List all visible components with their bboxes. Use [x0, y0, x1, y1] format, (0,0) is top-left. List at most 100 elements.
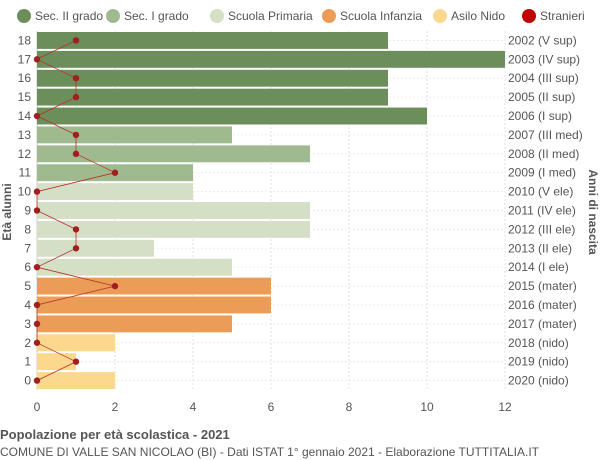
birth-year-tick-label: 2009 (I med) [508, 166, 576, 180]
bar-age-18 [37, 32, 388, 49]
x-tick-label: 2 [112, 400, 119, 414]
birth-year-tick-label: 2015 (mater) [508, 279, 577, 293]
stranieri-point-6 [33, 263, 41, 271]
y-axis-title-right: Anni di nascita [586, 169, 600, 255]
birth-year-tick-label: 2020 (nido) [508, 374, 569, 388]
age-tick-label: 17 [18, 52, 32, 66]
bar-age-8 [37, 220, 310, 238]
birth-year-tick-label: 2014 (I ele) [508, 260, 569, 274]
bar-age-7 [37, 239, 154, 257]
age-tick-label: 9 [24, 204, 31, 218]
stranieri-point-0 [33, 377, 41, 384]
age-tick-label: 4 [24, 298, 31, 312]
bar-age-5 [37, 277, 271, 295]
chart-subtitle: COMUNE DI VALLE SAN NICOLAO (BI) - Dati … [0, 445, 540, 459]
bar-age-9 [37, 202, 310, 219]
x-tick-label: 8 [346, 400, 353, 414]
legend-marker [522, 9, 536, 23]
stranieri-point-3 [33, 320, 41, 328]
legend-marker [433, 9, 447, 23]
x-tick-label: 10 [420, 400, 434, 414]
birth-year-tick-label: 2018 (nido) [508, 336, 569, 350]
bar-age-6 [37, 258, 232, 276]
age-tick-label: 7 [24, 241, 31, 255]
stranieri-series [33, 37, 119, 384]
stranieri-point-14 [33, 112, 41, 120]
age-tick-label: 8 [24, 222, 31, 236]
birth-year-tick-label: 2007 (III med) [508, 128, 583, 142]
bar-age-3 [37, 315, 232, 333]
stranieri-point-11 [111, 169, 119, 176]
stranieri-point-1 [72, 358, 80, 365]
y-axis-title-left: Età alunni [0, 183, 14, 240]
bar-age-12 [37, 145, 310, 163]
stranieri-point-9 [33, 207, 41, 214]
birth-year-tick-label: 2013 (II ele) [508, 241, 572, 255]
stranieri-point-15 [72, 93, 80, 101]
legend-label: Scuola Primaria [228, 9, 313, 23]
stranieri-point-2 [33, 339, 41, 346]
birth-year-tick-label: 2008 (II med) [508, 147, 579, 161]
bar-age-16 [37, 69, 388, 87]
birth-year-tick-label: 2005 (II sup) [508, 90, 575, 104]
bar-age-14 [37, 107, 427, 125]
chart-title: Popolazione per età scolastica - 2021 [0, 427, 230, 442]
bar-age-4 [37, 296, 271, 314]
age-tick-label: 12 [18, 147, 32, 161]
legend-label: Sec. II grado [35, 9, 103, 23]
birth-year-tick-label: 2003 (IV sup) [508, 52, 580, 66]
stranieri-point-8 [72, 226, 80, 233]
x-tick-label: 6 [268, 400, 275, 414]
bar-age-17 [37, 50, 505, 68]
age-tick-label: 15 [18, 90, 32, 104]
age-tick-label: 2 [24, 336, 31, 350]
birth-year-tick-label: 2011 (IV ele) [508, 204, 576, 218]
age-tick-label: 18 [18, 33, 32, 47]
age-tick-label: 6 [24, 260, 31, 274]
legend-label: Asilo Nido [451, 9, 505, 23]
birth-year-tick-label: 2002 (V sup) [508, 33, 577, 47]
legend-label: Stranieri [540, 9, 585, 23]
stranieri-point-7 [72, 245, 80, 252]
stranieri-point-5 [111, 282, 119, 290]
age-tick-label: 10 [18, 185, 32, 199]
legend-marker [106, 9, 120, 23]
x-tick-label: 0 [34, 400, 41, 414]
stranieri-point-13 [72, 131, 80, 139]
birth-year-tick-label: 2010 (V ele) [508, 185, 573, 199]
chart-legend: Sec. II grado Sec. I grado Scuola Primaria… [17, 9, 585, 23]
x-axis-ticks: 0 2 4 6 8 10 12 [34, 400, 512, 414]
age-tick-label: 11 [19, 166, 32, 180]
x-tick-label: 4 [190, 400, 197, 414]
x-tick-label: 12 [498, 400, 512, 414]
birth-year-axis-ticks: 2002 (V sup) 2003 (IV sup) 2004 (III sup) 2… [508, 33, 583, 387]
stranieri-point-4 [33, 301, 41, 309]
bar-age-15 [37, 88, 388, 106]
stranieri-point-16 [72, 75, 80, 82]
age-tick-label: 1 [24, 355, 31, 369]
bar-age-1 [37, 353, 76, 371]
birth-year-tick-label: 2016 (mater) [508, 298, 577, 312]
legend-marker [322, 9, 336, 23]
birth-year-tick-label: 2017 (mater) [508, 317, 577, 331]
legend-marker [17, 9, 31, 23]
stranieri-point-17 [33, 56, 41, 63]
chart-bars [37, 32, 505, 389]
stranieri-point-18 [72, 37, 80, 44]
legend-marker [210, 9, 224, 23]
bar-age-2 [37, 334, 115, 352]
age-tick-label: 16 [18, 71, 32, 85]
legend-label: Sec. I grado [124, 9, 189, 23]
age-tick-label: 5 [24, 279, 31, 293]
bar-age-10 [37, 183, 193, 201]
age-tick-label: 3 [24, 317, 31, 331]
age-tick-label: 13 [18, 128, 32, 142]
birth-year-tick-label: 2004 (III sup) [508, 71, 579, 85]
birth-year-tick-label: 2006 (I sup) [508, 109, 572, 123]
bar-age-0 [37, 372, 115, 389]
age-tick-label: 0 [24, 374, 31, 388]
age-tick-label: 14 [18, 109, 32, 123]
birth-year-tick-label: 2012 (III ele) [508, 222, 575, 236]
